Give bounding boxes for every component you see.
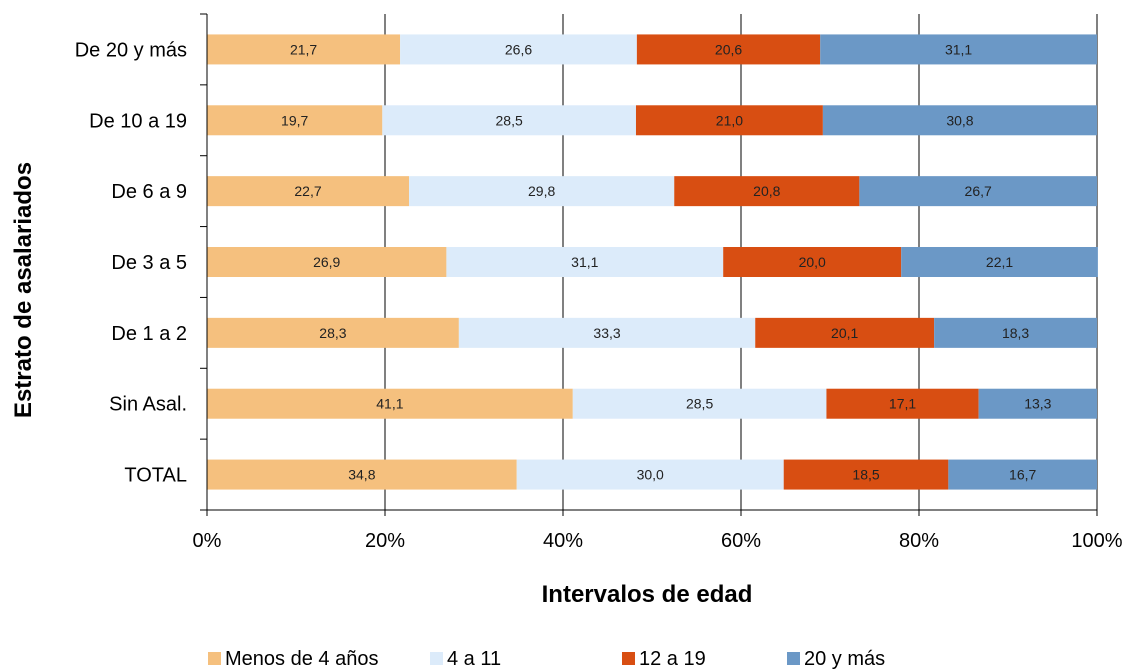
bar-segment xyxy=(934,317,1097,348)
bar-segment xyxy=(207,176,410,207)
category-label: De 10 a 19 xyxy=(89,110,187,132)
x-tick-label: 20% xyxy=(365,530,405,552)
x-tick-label: 80% xyxy=(899,530,939,552)
data-label: 13,3 xyxy=(1024,396,1051,412)
data-label: 30,8 xyxy=(946,112,973,128)
bar-segment xyxy=(755,317,935,348)
bar-segment xyxy=(382,105,636,136)
bar-segment xyxy=(446,247,724,277)
bar-segment xyxy=(207,459,517,490)
x-tick-label: 0% xyxy=(193,530,222,552)
data-label: 29,8 xyxy=(528,183,555,199)
data-label: 18,3 xyxy=(1002,325,1029,341)
bars: 21,7 26,6 20,6 31,1 19,7 28,5 21,0 30,8 22,7 29,8… xyxy=(207,34,1098,490)
data-label: 18,5 xyxy=(852,467,879,483)
bar-segment xyxy=(859,176,1097,207)
data-label: 31,1 xyxy=(945,41,972,57)
data-label: 20,6 xyxy=(715,41,742,57)
legend-swatch xyxy=(208,652,221,665)
bar-segment xyxy=(822,105,1097,136)
x-axis-title: Intervalos de edad xyxy=(542,581,753,608)
data-label: 28,5 xyxy=(496,112,523,128)
x-tick-label: 100% xyxy=(1071,530,1122,552)
data-label: 17,1 xyxy=(889,396,916,412)
bar-segment xyxy=(516,459,784,490)
data-label: 21,7 xyxy=(290,41,317,57)
data-label: 22,7 xyxy=(294,183,321,199)
data-label: 26,6 xyxy=(505,41,532,57)
bar-segment xyxy=(636,34,821,65)
category-label: Sin Asal. xyxy=(109,394,187,416)
bar-segment xyxy=(207,317,459,348)
data-label: 28,3 xyxy=(319,325,346,341)
bar-segment xyxy=(400,34,637,65)
x-tick-label: 60% xyxy=(721,530,761,552)
data-label: 28,5 xyxy=(686,396,713,412)
data-label: 30,0 xyxy=(637,467,664,483)
bar-segment xyxy=(948,459,1097,490)
data-label: 26,9 xyxy=(313,254,340,270)
legend: Menos de 4 años 4 a 11 12 a 19 20 y más xyxy=(208,648,885,670)
data-label: 19,7 xyxy=(281,112,308,128)
bar-segment xyxy=(458,317,756,348)
bar-segment xyxy=(826,388,979,419)
data-label: 22,1 xyxy=(986,254,1013,270)
y-axis-title: Estrato de asalariados xyxy=(10,162,37,418)
bar-segment xyxy=(978,388,1097,419)
bar-segment xyxy=(674,176,860,207)
data-label: 20,8 xyxy=(753,183,780,199)
bar-segment xyxy=(901,247,1098,277)
category-labels: De 20 y más De 10 a 19 De 6 a 9 De 3 a 5 De … xyxy=(75,39,187,486)
legend-swatch xyxy=(430,652,443,665)
x-tick-label: 40% xyxy=(543,530,583,552)
category-label: De 20 y más xyxy=(75,39,187,61)
data-label: 20,1 xyxy=(831,325,858,341)
bar-segment xyxy=(207,388,573,419)
legend-label: 4 a 11 xyxy=(447,648,501,670)
bar-segment xyxy=(207,247,447,277)
bar-segment xyxy=(820,34,1097,65)
legend-label: 20 y más xyxy=(804,648,885,670)
data-label: 34,8 xyxy=(348,467,375,483)
data-label: 16,7 xyxy=(1009,467,1036,483)
legend-swatch xyxy=(787,652,800,665)
data-label: 21,0 xyxy=(716,112,743,128)
x-tick-labels: 0% 20% 40% 60% 80% 100% xyxy=(193,530,1123,552)
data-label: 31,1 xyxy=(571,254,598,270)
bar-segment xyxy=(572,388,827,419)
bar-segment xyxy=(723,247,902,277)
bar-segment xyxy=(783,459,949,490)
bar-segment xyxy=(207,105,383,136)
data-label: 26,7 xyxy=(965,183,992,199)
legend-label: 12 a 19 xyxy=(639,648,706,670)
data-label: 20,0 xyxy=(799,254,826,270)
axes xyxy=(200,13,1098,516)
bar-segment xyxy=(207,34,401,65)
bar-segment xyxy=(409,176,675,207)
data-label: 41,1 xyxy=(376,396,403,412)
bar-segment xyxy=(635,105,823,136)
category-label: De 6 a 9 xyxy=(111,181,187,203)
legend-swatch xyxy=(622,652,635,665)
legend-label: Menos de 4 años xyxy=(225,648,378,670)
category-label: De 3 a 5 xyxy=(111,252,187,274)
data-label: 33,3 xyxy=(593,325,620,341)
category-label: De 1 a 2 xyxy=(111,323,187,345)
category-label: TOTAL xyxy=(124,465,187,487)
